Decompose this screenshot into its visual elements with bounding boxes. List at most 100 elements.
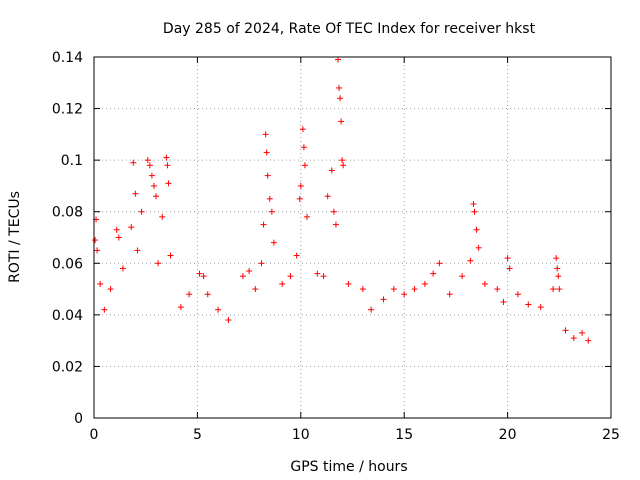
data-point: [186, 291, 193, 298]
data-point: [134, 247, 141, 254]
data-point: [107, 286, 114, 293]
data-point: [148, 172, 155, 179]
data-point: [296, 195, 303, 202]
data-point: [401, 291, 408, 298]
y-tick-label: 0.02: [52, 359, 83, 375]
data-point: [411, 286, 418, 293]
data-point: [263, 149, 270, 156]
data-point: [113, 226, 120, 233]
y-axis-title: ROTI / TECUs: [7, 191, 23, 283]
data-point: [159, 213, 166, 220]
axes: 0 5 10 15 20 25 0 0.02 0.04 0.06 0.08 0.1 0.12 0.14: [52, 50, 620, 443]
data-point: [473, 226, 480, 233]
data-point: [585, 337, 592, 344]
data-point: [155, 260, 162, 267]
plot-frame: [93, 56, 612, 419]
data-point: [562, 327, 569, 334]
data-point: [359, 286, 366, 293]
data-point: [270, 239, 277, 246]
data-point: [421, 280, 428, 287]
data-point: [167, 252, 174, 259]
data-point: [339, 157, 346, 164]
data-point: [258, 260, 265, 267]
data-point: [304, 213, 311, 220]
data-point: [579, 329, 586, 336]
data-point: [297, 182, 304, 189]
data-point: [97, 280, 104, 287]
x-axis-title: GPS time / hours: [290, 459, 407, 475]
data-point: [345, 280, 352, 287]
data-point: [215, 306, 222, 313]
data-point: [177, 304, 184, 311]
data-point: [494, 286, 501, 293]
x-tick-label: 20: [499, 427, 517, 443]
y-tick-label: 0.04: [52, 308, 83, 324]
data-point: [252, 286, 259, 293]
data-point: [514, 291, 521, 298]
data-point: [101, 306, 108, 313]
data-point: [570, 335, 577, 342]
data-point: [94, 247, 101, 254]
data-point: [537, 304, 544, 311]
data-point: [300, 144, 307, 151]
data-point: [446, 291, 453, 298]
data-point: [204, 291, 211, 298]
data-point: [144, 157, 151, 164]
data-point: [459, 273, 466, 280]
data-point: [225, 317, 232, 324]
data-point: [525, 301, 532, 308]
data-point: [153, 193, 160, 200]
data-point: [266, 195, 273, 202]
data-point: [299, 126, 306, 133]
data-point: [368, 306, 375, 313]
data-point: [146, 162, 153, 169]
data-point: [314, 270, 321, 277]
y-tick-label: 0.06: [52, 256, 83, 272]
data-point: [470, 200, 477, 207]
data-point: [328, 167, 335, 174]
data-point: [500, 298, 507, 305]
y-tick-label: 0: [74, 411, 83, 427]
data-point: [506, 265, 513, 272]
data-point: [504, 255, 511, 262]
data-point: [150, 182, 157, 189]
data-point: [340, 162, 347, 169]
data-point: [138, 208, 145, 215]
y-tick-label: 0.14: [52, 50, 83, 66]
data-point: [336, 84, 343, 91]
data-point: [436, 260, 443, 267]
data-point: [332, 221, 339, 228]
data-point: [467, 257, 474, 264]
data-point: [132, 190, 139, 197]
data-point: [246, 268, 253, 275]
data-point: [115, 234, 122, 241]
data-point: [338, 118, 345, 125]
y-tick-label: 0.12: [52, 102, 83, 118]
data-point: [264, 172, 271, 179]
data-point: [128, 224, 135, 231]
data-point: [293, 252, 300, 259]
x-tick-label: 10: [292, 427, 310, 443]
data-point: [130, 159, 137, 166]
data-points: [92, 56, 592, 344]
grid-lines: [94, 57, 611, 418]
data-point: [481, 280, 488, 287]
x-tick-label: 0: [90, 427, 99, 443]
data-point: [556, 286, 563, 293]
data-point: [324, 193, 331, 200]
data-point: [337, 95, 344, 102]
y-tick-label: 0.08: [52, 205, 83, 221]
x-tick-label: 25: [602, 427, 620, 443]
data-point: [239, 273, 246, 280]
x-tick-label: 15: [395, 427, 413, 443]
chart-title: Day 285 of 2024, Rate Of TEC Index for r…: [163, 21, 536, 37]
data-point: [287, 273, 294, 280]
data-point: [165, 180, 172, 187]
y-tick-label: 0.1: [61, 153, 83, 169]
data-point: [471, 208, 478, 215]
data-point: [119, 265, 126, 272]
data-point: [550, 286, 557, 293]
data-point: [163, 154, 170, 161]
data-point: [92, 237, 99, 244]
